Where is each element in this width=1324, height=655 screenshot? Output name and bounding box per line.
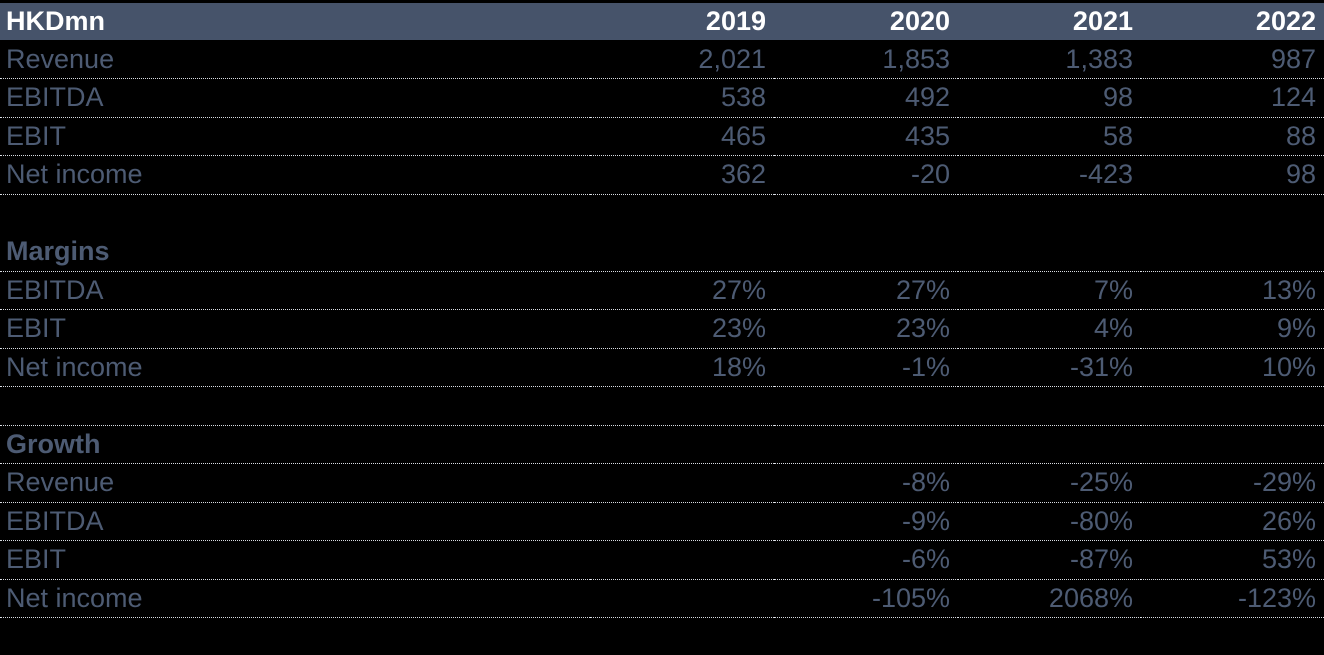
row-label: Revenue bbox=[0, 40, 590, 79]
cell-value: 2068% bbox=[958, 579, 1141, 618]
cell-value: -25% bbox=[958, 463, 1141, 503]
table-row-growth-revenue: Revenue -8% -25% -29% bbox=[0, 463, 1324, 503]
spacer-row bbox=[0, 194, 1324, 233]
cell-value: 124 bbox=[1141, 78, 1324, 118]
cell-value: 538 bbox=[590, 78, 774, 118]
cell-value: 26% bbox=[1141, 502, 1324, 541]
cell-value: -105% bbox=[774, 579, 958, 618]
cell-value bbox=[590, 502, 774, 541]
section-header-growth: Growth bbox=[0, 425, 1324, 464]
row-label: EBITDA bbox=[0, 502, 590, 541]
section-title: Growth bbox=[0, 425, 590, 464]
row-label: EBITDA bbox=[0, 78, 590, 118]
table-row-revenue: Revenue 2,021 1,853 1,383 987 bbox=[0, 40, 1324, 79]
cell-value: 362 bbox=[590, 155, 774, 195]
cell-value bbox=[590, 540, 774, 580]
cell-value: -29% bbox=[1141, 463, 1324, 503]
cell-value: -31% bbox=[958, 348, 1141, 387]
cell-value: 465 bbox=[590, 117, 774, 156]
cell-value: 53% bbox=[1141, 540, 1324, 580]
year-header-2020: 2020 bbox=[889, 6, 950, 36]
cell-value: 27% bbox=[590, 271, 774, 310]
cell-value: 98 bbox=[1141, 155, 1324, 195]
cell-value: 435 bbox=[774, 117, 958, 156]
spacer-row bbox=[0, 386, 1324, 426]
table-header-row: HKDmn 2019 2020 2021 2022 bbox=[0, 3, 1324, 40]
cell-value: 9% bbox=[1141, 309, 1324, 349]
cell-value: 27% bbox=[774, 271, 958, 310]
table-row-growth-ebit: EBIT -6% -87% 53% bbox=[0, 540, 1324, 580]
cell-value: 23% bbox=[590, 309, 774, 349]
cell-value: -80% bbox=[958, 502, 1141, 541]
row-label: EBIT bbox=[0, 117, 590, 156]
cell-value: -123% bbox=[1141, 579, 1324, 618]
row-label: Net income bbox=[0, 348, 590, 387]
row-label: EBITDA bbox=[0, 271, 590, 310]
cell-value: -1% bbox=[774, 348, 958, 387]
cell-value: 18% bbox=[590, 348, 774, 387]
cell-value: 13% bbox=[1141, 271, 1324, 310]
cell-value: 492 bbox=[774, 78, 958, 118]
cell-value: -20 bbox=[774, 155, 958, 195]
cell-value: 1,383 bbox=[958, 40, 1141, 79]
unit-label: HKDmn bbox=[6, 6, 105, 36]
table-row-margin-ebitda: EBITDA 27% 27% 7% 13% bbox=[0, 271, 1324, 310]
cell-value bbox=[590, 579, 774, 618]
cell-value: 98 bbox=[958, 78, 1141, 118]
cell-value: 1,853 bbox=[774, 40, 958, 79]
cell-value: 2,021 bbox=[590, 40, 774, 79]
table-row-margin-net-income: Net income 18% -1% -31% 10% bbox=[0, 348, 1324, 387]
cell-value bbox=[590, 463, 774, 503]
section-header-margins: Margins bbox=[0, 232, 1324, 272]
cell-value: 88 bbox=[1141, 117, 1324, 156]
row-label: Net income bbox=[0, 155, 590, 195]
year-header-2022: 2022 bbox=[1255, 6, 1316, 36]
table-row-ebit: EBIT 465 435 58 88 bbox=[0, 117, 1324, 156]
table-row-net-income: Net income 362 -20 -423 98 bbox=[0, 155, 1324, 195]
table-row-margin-ebit: EBIT 23% 23% 4% 9% bbox=[0, 309, 1324, 349]
section-title: Margins bbox=[0, 232, 590, 272]
table-row-ebitda: EBITDA 538 492 98 124 bbox=[0, 78, 1324, 118]
year-header-2019: 2019 bbox=[705, 6, 766, 36]
cell-value: -87% bbox=[958, 540, 1141, 580]
cell-value: 4% bbox=[958, 309, 1141, 349]
cell-value: 7% bbox=[958, 271, 1141, 310]
cell-value: -8% bbox=[774, 463, 958, 503]
row-label: EBIT bbox=[0, 540, 590, 580]
cell-value: 987 bbox=[1141, 40, 1324, 79]
cell-value: -423 bbox=[958, 155, 1141, 195]
row-label: Net income bbox=[0, 579, 590, 618]
table-row-growth-net-income: Net income -105% 2068% -123% bbox=[0, 579, 1324, 618]
financials-table: HKDmn 2019 2020 2021 2022 Revenue 2,021 … bbox=[0, 3, 1324, 618]
cell-value: 58 bbox=[958, 117, 1141, 156]
row-label: Revenue bbox=[0, 463, 590, 503]
cell-value: 23% bbox=[774, 309, 958, 349]
cell-value: 10% bbox=[1141, 348, 1324, 387]
cell-value: -9% bbox=[774, 502, 958, 541]
year-header-2021: 2021 bbox=[1072, 6, 1133, 36]
cell-value: -6% bbox=[774, 540, 958, 580]
row-label: EBIT bbox=[0, 309, 590, 349]
table-row-growth-ebitda: EBITDA -9% -80% 26% bbox=[0, 502, 1324, 541]
